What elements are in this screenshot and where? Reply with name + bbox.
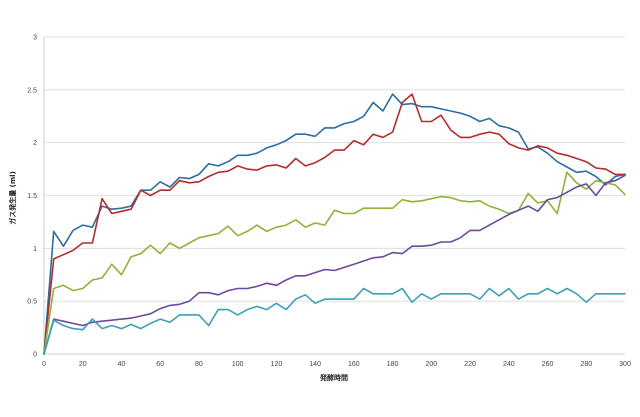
gridlines	[44, 36, 625, 302]
x-tick-label: 160	[348, 361, 360, 368]
x-tick-label: 0	[42, 361, 46, 368]
x-tick-label: 200	[425, 361, 437, 368]
x-tick-label: 280	[580, 361, 592, 368]
y-tick-label: 2.5	[27, 87, 37, 94]
x-tick-label: 40	[118, 361, 126, 368]
x-tick-label: 140	[309, 361, 321, 368]
y-tick-label: 0	[33, 352, 37, 359]
series-lines	[43, 93, 626, 355]
series-line-4	[43, 174, 626, 355]
series-line-2	[43, 93, 626, 355]
x-tick-label: 260	[542, 361, 554, 368]
axes	[43, 37, 625, 355]
y-tick-label: 0.5	[27, 299, 37, 306]
x-tick-label: 300	[619, 361, 631, 368]
y-tick-label: 1.5	[27, 193, 37, 200]
x-tick-label: 240	[503, 361, 515, 368]
x-axis-title: 発酵時間	[319, 373, 348, 382]
y-tick-label: 2	[33, 140, 37, 147]
series-line-5	[43, 287, 626, 355]
x-tick-label: 80	[195, 361, 203, 368]
series-line-1	[43, 93, 626, 355]
x-tick-label: 180	[387, 361, 399, 368]
y-tick-label: 3	[33, 35, 37, 42]
series-line-3	[43, 171, 626, 355]
x-tick-label: 60	[156, 361, 164, 368]
y-axis-title: ガス発生量 (ml)	[8, 171, 17, 225]
x-tick-label: 220	[464, 361, 476, 368]
x-tick-label: 120	[271, 361, 283, 368]
y-tick-label: 1	[33, 246, 37, 253]
tick-labels: 0 0.5 1 1.5 2 2.5 3 0 20 40 60 80 100 120 140 160 180 200…	[27, 35, 631, 369]
x-tick-label: 100	[232, 361, 244, 368]
x-tick-label: 20	[79, 361, 87, 368]
